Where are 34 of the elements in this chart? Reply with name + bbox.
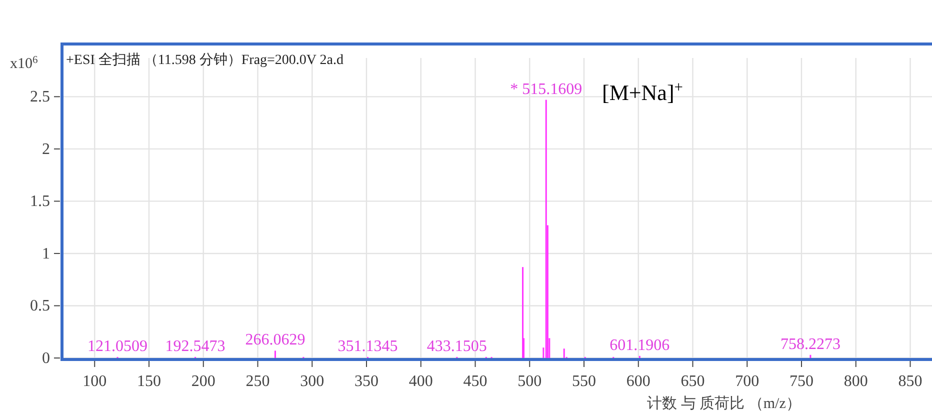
x-tick-label: 300: [300, 373, 324, 390]
x-tick-label: 650: [680, 373, 705, 390]
x-tick-label: 450: [463, 373, 488, 390]
annotation: 758.2273: [780, 336, 840, 353]
x-tick-label: 250: [246, 373, 270, 390]
y-tick-label: 1: [42, 245, 50, 262]
chart-title: +ESI 全扫描 （11.598 分钟）Frag=200.0V 2a.d: [66, 52, 344, 68]
annotation: 121.0509: [88, 338, 148, 355]
x-tick-label: 850: [898, 373, 922, 390]
x-tick-label: 750: [790, 373, 814, 390]
x-tick-label: 600: [626, 373, 650, 390]
annotation: 266.0629: [245, 332, 306, 349]
annotation: 433.1505: [426, 338, 487, 355]
annotation: * 515.1609: [510, 80, 582, 98]
annotation: 192.5473: [165, 338, 226, 355]
y-tick-label: 0.5: [30, 298, 50, 315]
y-tick-label: 2.5: [30, 88, 50, 106]
x-tick-label: 700: [735, 373, 760, 390]
x-tick-label: 500: [518, 373, 542, 390]
annotation: 601.1906: [610, 336, 670, 354]
y-tick-label: 0: [42, 350, 50, 367]
y-axis-title: x10$^{6}$: [10, 54, 38, 72]
annotation: [M+Na]$^{+}$: [602, 78, 683, 105]
x-tick-label: 550: [572, 373, 596, 390]
y-tick-label: 2: [42, 140, 50, 158]
x-tick-label: 150: [137, 373, 161, 390]
x-axis-title: 计数 与 质荷比 （m/z）: [647, 395, 801, 412]
annotation: 351.1345: [338, 338, 398, 355]
x-tick-label: 350: [354, 373, 378, 390]
x-tick-label: 800: [844, 373, 868, 390]
x-tick-label: 100: [82, 373, 107, 390]
y-tick-label: 1.5: [30, 193, 50, 210]
x-tick-label: 200: [191, 373, 216, 390]
x-tick-label: 400: [408, 373, 433, 390]
